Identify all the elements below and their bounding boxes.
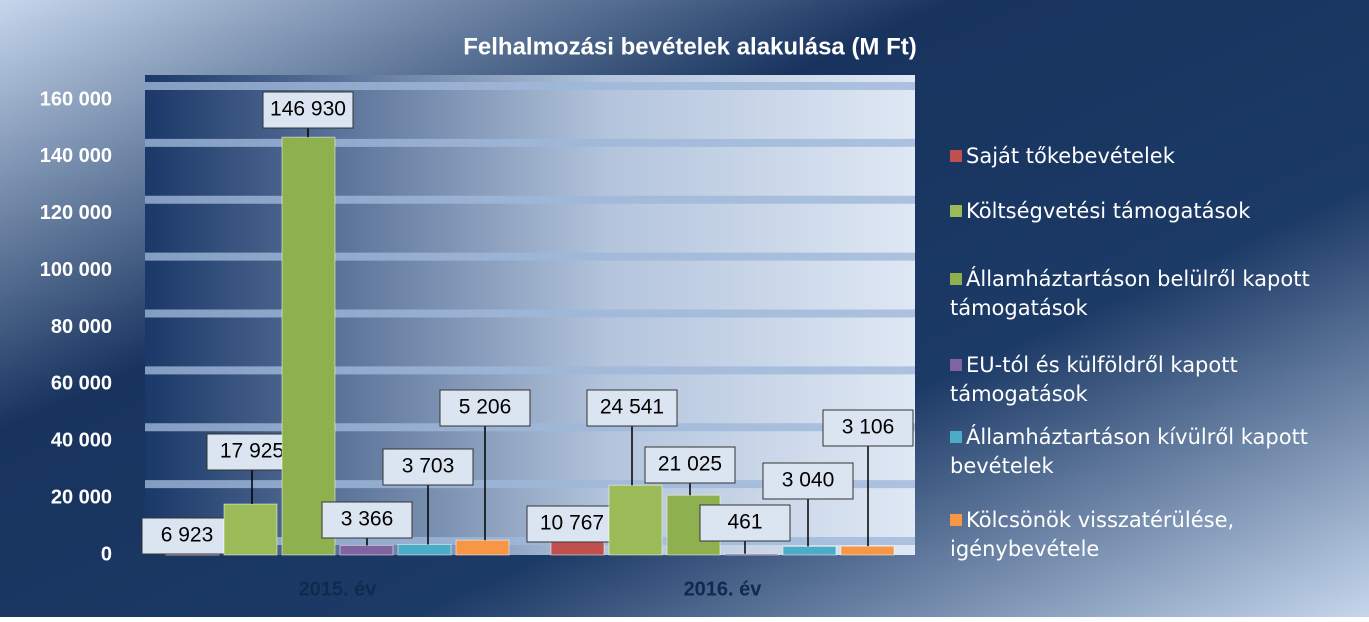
legend-label: Kölcsönök visszatérülése, igénybevétele [950, 508, 1235, 561]
y-tick-label: 0 [101, 543, 112, 565]
x-tick-label: 2016. év [684, 578, 763, 600]
y-tick-label: 160 000 [40, 88, 112, 110]
data-label: 3 703 [402, 455, 455, 478]
data-label: 10 767 [540, 512, 604, 535]
legend-swatch [950, 514, 962, 526]
bar [608, 484, 663, 556]
data-label: 3 106 [842, 416, 895, 439]
legend-swatch [950, 273, 962, 285]
data-label: 17 925 [220, 440, 284, 463]
bar [281, 136, 336, 556]
y-tick-label: 60 000 [51, 373, 112, 395]
data-label-box [439, 389, 531, 427]
bar [339, 544, 394, 556]
bar [840, 545, 895, 556]
data-label-box [526, 505, 618, 543]
legend-item: Államháztartáson kívülről kapott bevétel… [950, 423, 1350, 481]
data-label-box [586, 389, 678, 427]
data-label-box [822, 409, 914, 447]
bar [223, 503, 278, 556]
legend-label: Saját tőkebevételek [966, 144, 1175, 168]
data-label-box [699, 504, 791, 542]
bar [782, 545, 837, 556]
bar [397, 543, 452, 556]
y-tick-label: 140 000 [40, 145, 112, 167]
data-label-box [644, 446, 736, 484]
data-label: 6 923 [161, 524, 214, 547]
legend-label: Államháztartáson belülről kapott támogat… [950, 267, 1310, 320]
legend-item: EU-tól és külföldről kapott támogatások [950, 351, 1350, 409]
data-label: 146 930 [270, 98, 346, 121]
legend-item: Államháztartáson belülről kapott támogat… [950, 265, 1350, 323]
data-label-box [382, 448, 474, 486]
legend-swatch [950, 205, 962, 217]
data-label: 461 [727, 511, 762, 534]
bar [724, 553, 779, 556]
legend-label: EU-tól és külföldről kapott támogatások [950, 353, 1238, 406]
data-label: 5 206 [459, 396, 512, 419]
data-label: 24 541 [600, 396, 664, 419]
data-label-box [762, 462, 854, 500]
data-label: 3 040 [782, 469, 835, 492]
data-label: 21 025 [658, 453, 722, 476]
legend-swatch [950, 150, 962, 162]
y-tick-label: 20 000 [51, 486, 112, 508]
legend-item: Kölcsönök visszatérülése, igénybevétele [950, 506, 1350, 564]
bar [455, 539, 510, 556]
data-label-box [321, 501, 413, 539]
data-label: 3 366 [341, 508, 394, 531]
chart-title: Felhalmozási bevételek alakulása (M Ft) [463, 33, 917, 60]
legend-item: Saját tőkebevételek [950, 142, 1350, 171]
y-tick-label: 40 000 [51, 430, 112, 452]
x-tick-label: 2015. év [299, 578, 378, 600]
legend-label: Államháztartáson kívülről kapott bevétel… [950, 425, 1309, 478]
legend-swatch [950, 359, 962, 371]
data-label-box [262, 91, 354, 129]
legend-item: Költségvetési támogatások [950, 197, 1350, 226]
legend-swatch [950, 431, 962, 443]
y-tick-label: 100 000 [40, 259, 112, 281]
y-tick-label: 120 000 [40, 202, 112, 224]
y-tick-label: 80 000 [51, 316, 112, 338]
legend-label: Költségvetési támogatások [966, 199, 1251, 223]
